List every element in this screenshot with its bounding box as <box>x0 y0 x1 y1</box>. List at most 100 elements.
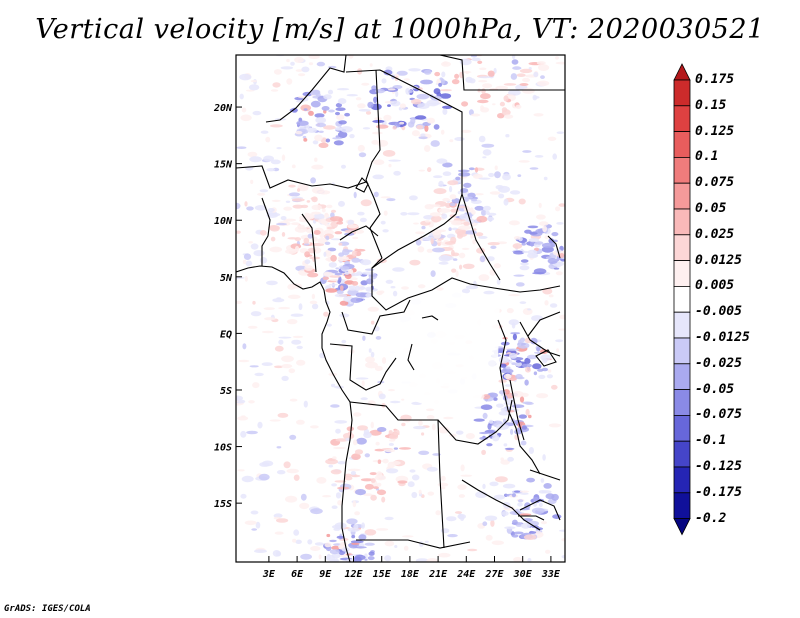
field-cell <box>492 434 500 442</box>
colorbar-swatch <box>673 492 691 519</box>
field-cell <box>237 469 245 472</box>
field-cell <box>372 486 379 489</box>
field-cell <box>506 348 520 351</box>
field-cell <box>335 107 346 111</box>
colorbar-swatch <box>673 131 691 158</box>
field-cell <box>389 400 401 404</box>
field-cell <box>427 167 432 173</box>
field-cell <box>440 78 445 85</box>
field-cell <box>325 288 338 293</box>
field-cell <box>308 55 320 59</box>
field-cell <box>250 179 254 184</box>
field-cell <box>338 554 348 558</box>
field-cell <box>323 311 329 317</box>
field-cell <box>360 478 374 482</box>
field-cell <box>533 371 538 376</box>
field-cell <box>527 249 538 255</box>
field-cell <box>457 169 470 173</box>
y-tick-label: EQ <box>220 329 232 340</box>
field-cell <box>455 270 459 278</box>
field-cell <box>355 489 366 496</box>
field-cell <box>377 459 382 465</box>
field-cell <box>285 495 298 503</box>
field-cell <box>536 393 549 399</box>
field-cell <box>332 456 337 460</box>
field-cell <box>348 285 356 289</box>
field-cell <box>417 284 426 289</box>
field-cell <box>318 554 322 560</box>
field-cell <box>478 235 488 239</box>
field-cell <box>511 404 525 409</box>
field-cell <box>307 127 317 133</box>
field-cell <box>541 367 549 372</box>
field-cell <box>465 76 473 83</box>
y-tick-label: 10S <box>214 443 232 454</box>
field-cell <box>459 213 470 220</box>
field-cell <box>238 359 250 363</box>
field-cell <box>340 565 343 571</box>
field-cell <box>508 319 520 326</box>
field-cell <box>471 57 481 62</box>
field-cell <box>496 279 501 285</box>
field-cell <box>434 71 441 77</box>
field-cell <box>438 552 451 558</box>
field-cell <box>433 88 441 95</box>
field-cell <box>337 88 350 91</box>
field-cell <box>392 267 405 272</box>
field-cell <box>512 333 518 341</box>
x-tick-label: 18E <box>401 569 420 580</box>
field-cell <box>383 114 392 121</box>
field-cell <box>522 87 535 94</box>
field-cell <box>411 491 418 499</box>
field-cell <box>391 461 401 465</box>
field-cell <box>250 80 258 83</box>
field-cell <box>508 89 521 96</box>
field-cell <box>442 108 448 115</box>
field-cell <box>307 539 313 545</box>
field-cell <box>369 63 373 67</box>
field-cell <box>530 241 534 247</box>
field-cell <box>353 412 362 417</box>
field-cell <box>518 414 527 419</box>
field-cell <box>458 252 466 259</box>
field-cell <box>241 107 247 113</box>
field-cell <box>365 111 372 115</box>
field-cell <box>329 275 341 278</box>
field-cell <box>498 410 510 416</box>
field-cell <box>440 475 446 482</box>
field-cell <box>373 159 385 165</box>
field-cell <box>472 239 476 245</box>
field-cell <box>355 377 369 380</box>
y-tick-label: 10N <box>214 216 233 227</box>
field-cell <box>420 133 426 137</box>
field-cell <box>311 196 318 203</box>
field-cell <box>373 483 379 488</box>
field-cell <box>442 105 453 110</box>
field-cell <box>314 157 318 162</box>
colorbar-swatch <box>673 105 691 133</box>
field-cell <box>508 220 520 226</box>
field-cell <box>504 114 514 119</box>
x-tick-label: 9E <box>319 569 332 580</box>
field-cell <box>463 198 469 202</box>
field-cell <box>369 472 377 476</box>
field-cell <box>431 423 436 431</box>
axis-ticks: 3E 6E 9E 12E 15E 18E 21E 24E 27E 30E 33E 20N 15N 10N 5… <box>213 103 561 580</box>
field-cell <box>461 288 471 294</box>
field-cell <box>501 511 509 516</box>
field-cell <box>386 198 396 202</box>
field-cell <box>276 518 289 523</box>
field-cell <box>364 558 368 561</box>
field-cell <box>559 314 565 320</box>
field-cell <box>454 137 465 141</box>
field-cell <box>418 136 428 140</box>
field-cell <box>433 124 440 130</box>
field-cell <box>367 400 376 407</box>
field-cell <box>289 398 298 402</box>
field-cell <box>489 481 499 487</box>
field-cell <box>294 237 301 242</box>
field-cell <box>402 535 414 538</box>
colorbar-label: -0.1 <box>695 433 727 449</box>
field-cell <box>240 114 252 122</box>
field-cell <box>475 193 484 196</box>
